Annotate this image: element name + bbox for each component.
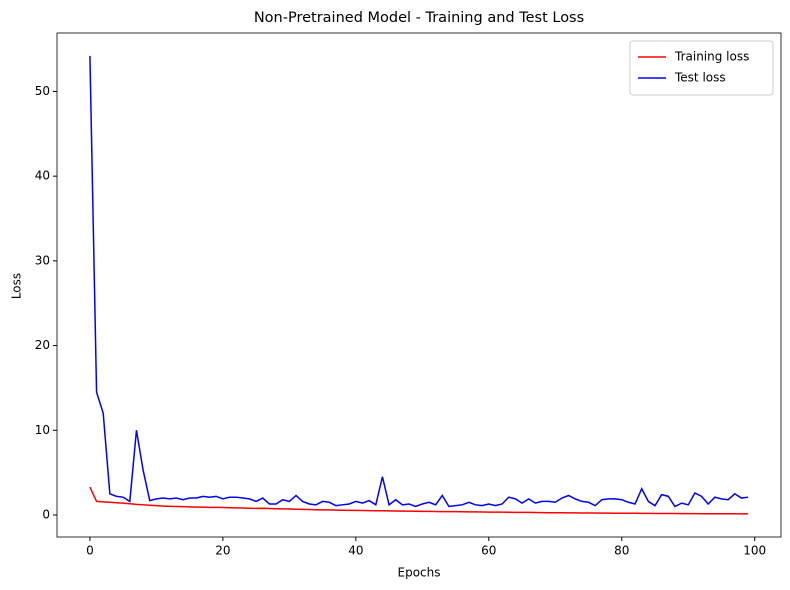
legend-label: Test loss [674,71,726,85]
y-tick-label: 50 [35,84,50,98]
y-tick-label: 0 [42,507,50,521]
x-tick-label: 20 [215,544,230,558]
plot-frame [56,32,782,538]
x-axis-label: Epochs [398,566,441,580]
x-tick-label: 40 [348,544,363,558]
y-tick-label: 30 [35,253,50,267]
x-tick-label: 80 [614,544,629,558]
x-tick-label: 100 [743,544,766,558]
series-line [89,55,749,508]
y-tick-label: 10 [35,423,50,437]
y-tick-label: 20 [35,338,50,352]
chart-title: Non-Pretrained Model - Training and Test… [254,10,584,26]
y-tick-label: 40 [35,169,50,183]
series-line [89,486,749,515]
y-axis-label: Loss [10,273,24,299]
x-tick-label: 0 [86,544,94,558]
legend-box [629,40,774,96]
x-tick-label: 60 [481,544,496,558]
legend-label: Training loss [674,50,749,64]
